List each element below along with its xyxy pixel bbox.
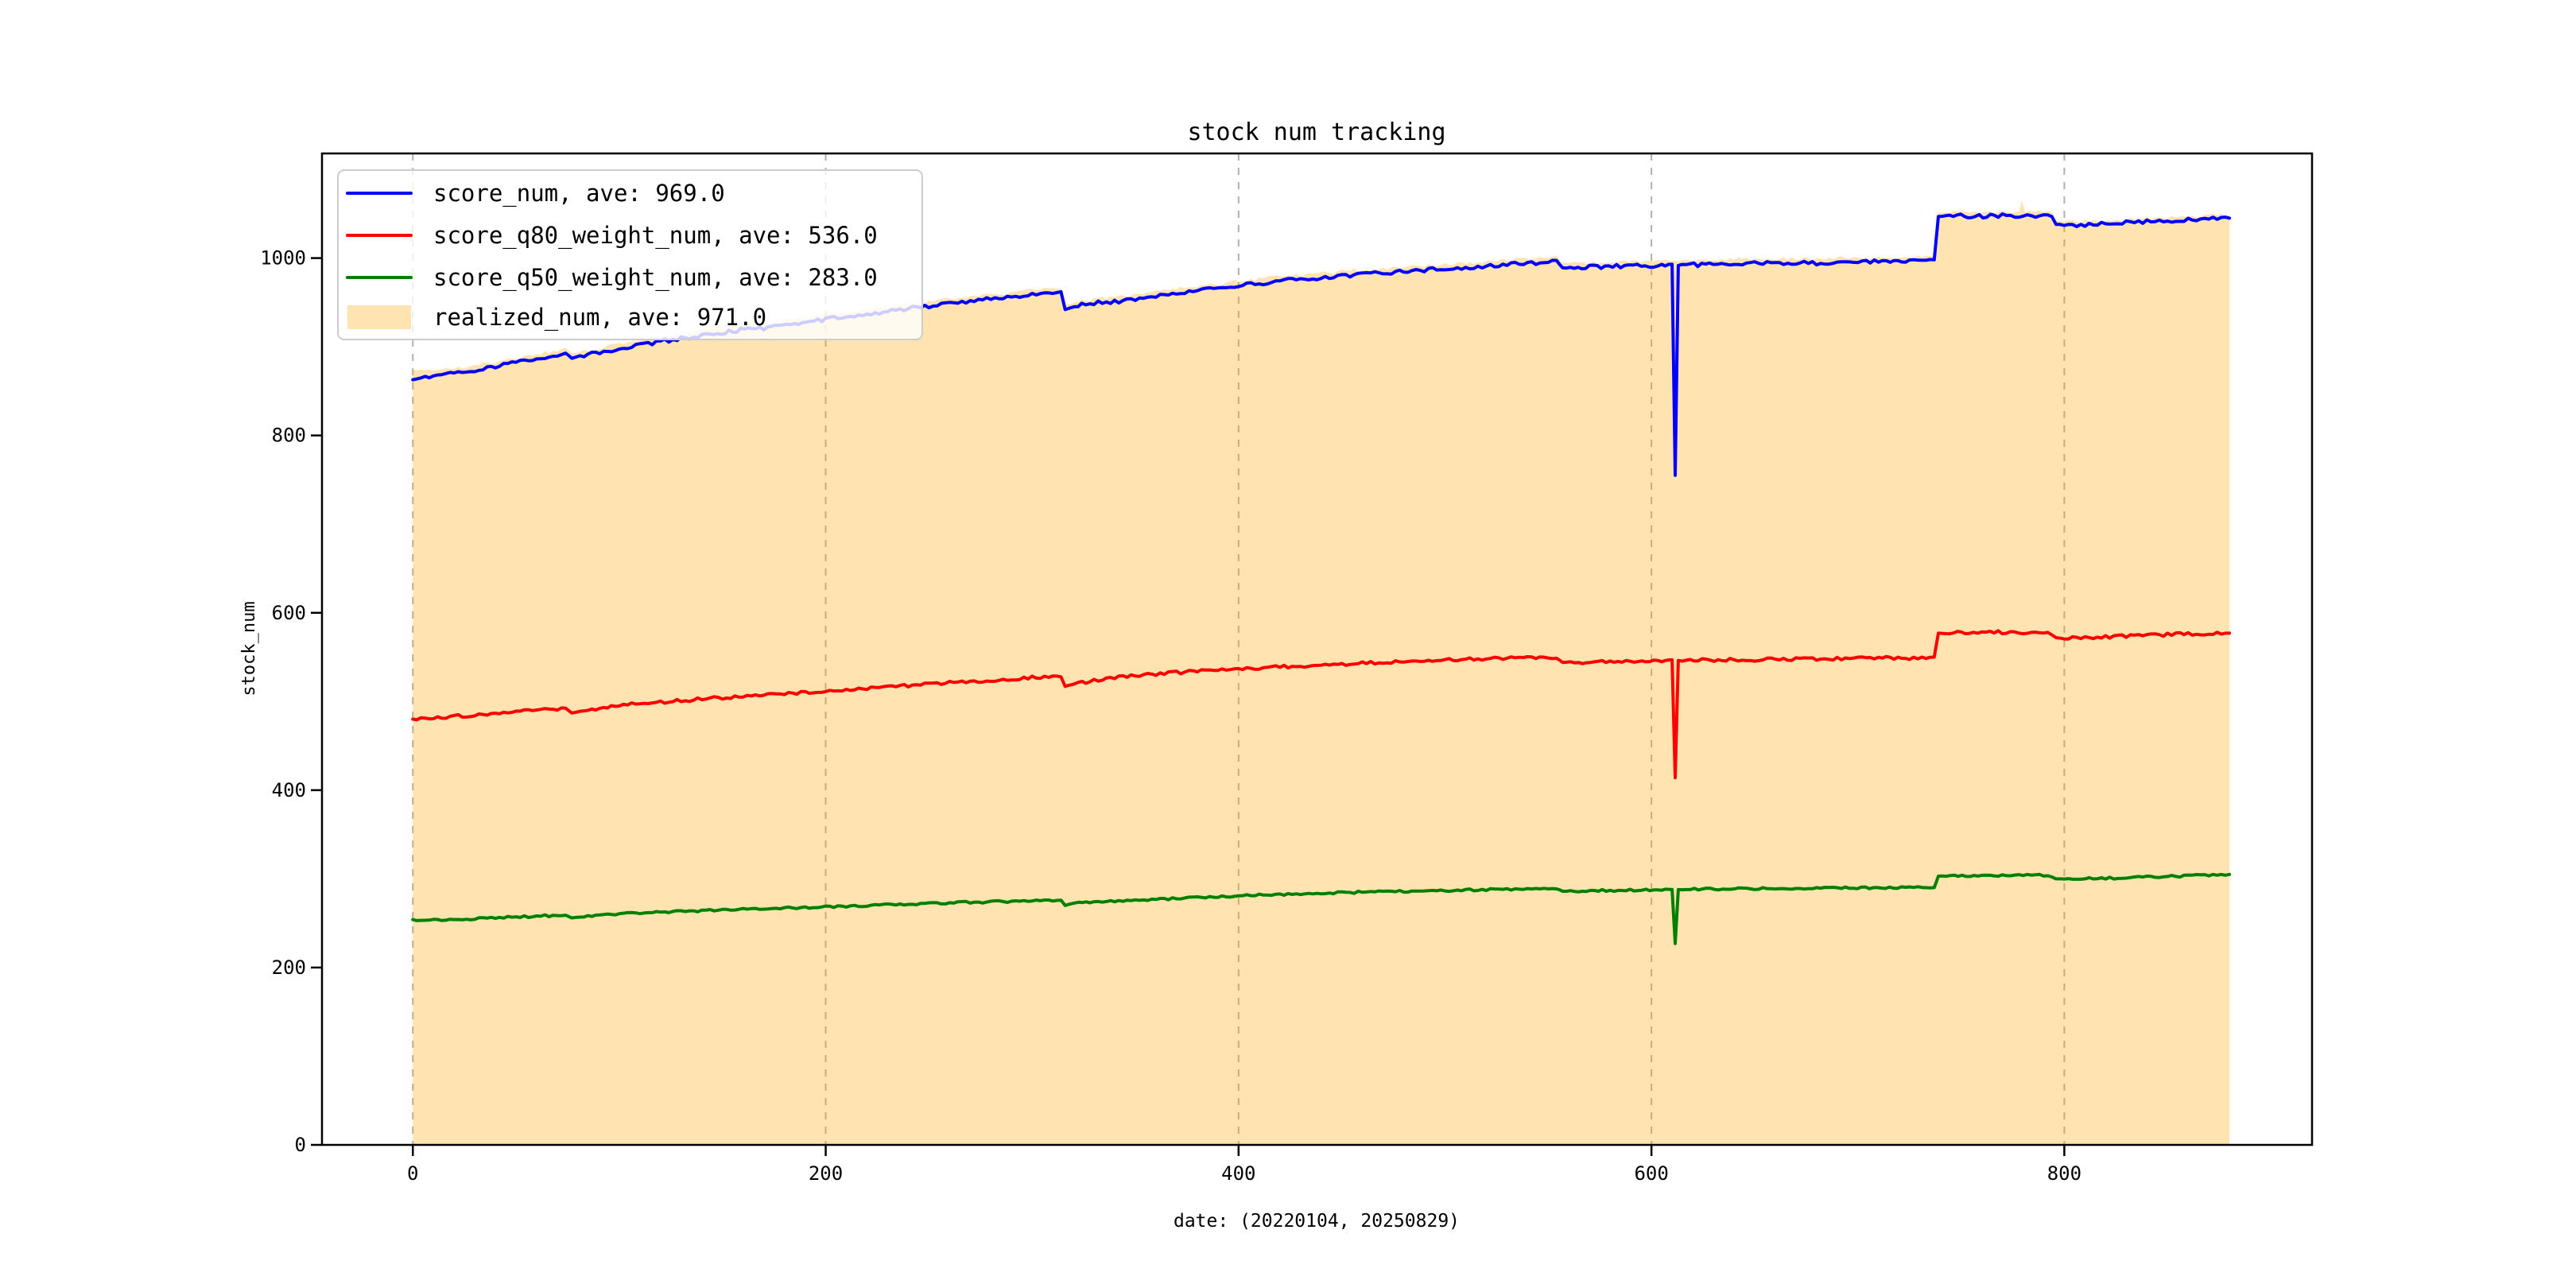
chart-title: stock num tracking bbox=[1187, 118, 1445, 146]
plot-border bbox=[320, 152, 2314, 1146]
legend-box bbox=[337, 169, 923, 340]
legend-label-3: realized_num, ave: 971.0 bbox=[433, 304, 766, 332]
x-axis-label: date: (20220104, 20250829) bbox=[1174, 1211, 1460, 1232]
x-tick-label-400: 400 bbox=[1221, 1162, 1255, 1185]
legend-label-0: score_num, ave: 969.0 bbox=[433, 180, 725, 208]
y-tick-label-600: 600 bbox=[272, 602, 306, 624]
y-tick-label-800: 800 bbox=[272, 425, 306, 447]
series-area-realized_num bbox=[413, 200, 2230, 1145]
series-line-score_q80_weight_num bbox=[411, 629, 2232, 780]
y-tick-label-0: 0 bbox=[295, 1134, 306, 1156]
x-tick-label-600: 600 bbox=[1634, 1162, 1668, 1185]
y-tick-label-200: 200 bbox=[272, 956, 306, 979]
x-tick-label-800: 800 bbox=[2047, 1162, 2081, 1185]
x-tick-label-0: 0 bbox=[407, 1162, 418, 1185]
y-tick-label-1000: 1000 bbox=[260, 247, 306, 270]
y-axis-label: stock_num bbox=[239, 601, 259, 696]
legend-label-2: score_q50_weight_num, ave: 283.0 bbox=[433, 264, 878, 292]
series-line-score_q50_weight_num bbox=[411, 872, 2232, 945]
legend-label-1: score_q80_weight_num, ave: 536.0 bbox=[433, 222, 878, 250]
x-tick-label-200: 200 bbox=[809, 1162, 843, 1185]
y-tick-label-400: 400 bbox=[272, 779, 306, 801]
legend-swatch-patch-3 bbox=[347, 305, 411, 329]
